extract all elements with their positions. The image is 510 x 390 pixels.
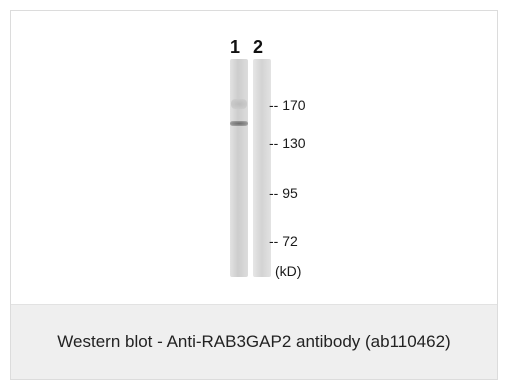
- western-blot-image[interactable]: 1 2 -- 170 -- 130 -- 95 -- 72 (kD): [11, 11, 497, 304]
- lane-1-band: [230, 121, 248, 126]
- unit-label: (kD): [275, 263, 302, 279]
- figure-caption: Western blot - Anti-RAB3GAP2 antibody (a…: [57, 332, 451, 351]
- lane-1-faint-band: [231, 99, 247, 109]
- lane-label-1: 1: [230, 37, 241, 57]
- lane-2: [253, 59, 271, 277]
- marker-170: -- 170: [269, 97, 306, 113]
- caption-bar: Western blot - Anti-RAB3GAP2 antibody (a…: [11, 304, 497, 379]
- lane-1: [230, 59, 248, 277]
- marker-130: -- 130: [269, 135, 306, 151]
- marker-95: -- 95: [269, 185, 298, 201]
- figure-card: 1 2 -- 170 -- 130 -- 95 -- 72 (kD) Weste…: [10, 10, 498, 380]
- blot-panel: 1 2 -- 170 -- 130 -- 95 -- 72 (kD): [217, 37, 337, 287]
- lane-label-2: 2: [253, 37, 264, 57]
- marker-72: -- 72: [269, 233, 298, 249]
